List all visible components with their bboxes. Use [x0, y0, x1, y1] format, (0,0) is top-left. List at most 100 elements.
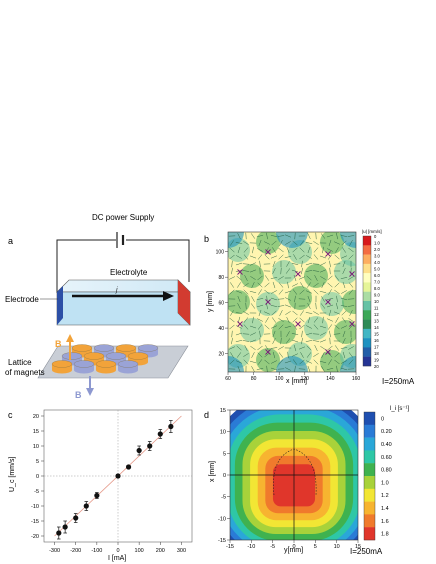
colorbar-swatch	[364, 476, 375, 489]
velocity-vector	[340, 277, 348, 279]
stagnation-point-marker	[265, 249, 271, 255]
velocity-vector	[243, 311, 249, 315]
panel-b-x-axis-label: x [mm]	[286, 378, 307, 385]
velocity-vector	[299, 240, 305, 246]
data-point	[62, 524, 68, 530]
velocity-vector	[306, 352, 312, 358]
velocity-vector	[284, 304, 292, 308]
velocity-vector	[342, 351, 346, 359]
velocity-vector	[340, 305, 348, 307]
colorbar-tick-label: 12	[374, 312, 379, 317]
colorbar-swatch	[363, 319, 371, 330]
velocity-vector	[306, 325, 312, 329]
velocity-vector	[277, 235, 285, 237]
velocity-vector	[278, 289, 284, 295]
velocity-vector	[259, 330, 261, 338]
magnet-top	[51, 360, 73, 368]
velocity-vector	[299, 324, 305, 330]
colorbar-tick-label: 0	[374, 234, 377, 239]
stagnation-point-marker	[265, 349, 271, 355]
velocity-vector	[250, 303, 256, 309]
velocity-vector	[280, 337, 282, 345]
colorbar-swatch	[363, 263, 371, 274]
velocity-vector	[270, 367, 278, 371]
x-tick-label: -15	[226, 544, 234, 550]
stagnation-point-marker	[325, 251, 331, 257]
velocity-vector	[237, 365, 241, 372]
velocity-vector	[235, 290, 243, 294]
x-tick-label: 5	[314, 544, 317, 550]
field-region	[256, 232, 280, 254]
velocity-vector	[236, 325, 242, 329]
electrolyte-tank	[56, 279, 191, 326]
colorbar-swatch	[364, 450, 375, 464]
velocity-vector	[243, 241, 249, 245]
colorbar-swatch	[363, 356, 371, 367]
velocity-vector	[320, 303, 326, 309]
velocity-vector	[285, 241, 291, 245]
velocity-vector	[278, 247, 284, 253]
velocity-vector	[278, 359, 284, 365]
colorbar-tick-label: 9.0	[374, 293, 380, 298]
y-tick-label: 15	[220, 408, 226, 414]
velocity-vector	[249, 290, 257, 294]
colorbar-tick-label: 20	[374, 364, 379, 369]
data-point	[168, 423, 174, 430]
velocity-vector	[229, 247, 235, 253]
velocity-vector	[228, 346, 236, 350]
velocity-vector	[342, 281, 346, 289]
velocity-vector	[284, 234, 292, 238]
y-tick-label: -10	[218, 516, 226, 522]
velocity-vector	[272, 268, 276, 274]
velocity-vector	[237, 303, 241, 309]
velocity-vector	[293, 254, 297, 260]
velocity-vector	[347, 235, 355, 237]
velocity-vector	[291, 263, 299, 265]
colorbar-tick-label: 6.0	[374, 273, 380, 278]
panel-d-colorbar-title: l_i [s⁻¹]	[390, 406, 410, 412]
velocity-vector	[327, 282, 333, 288]
velocity-vector	[349, 240, 353, 246]
velocity-vector	[348, 346, 354, 350]
x-tick-label: 200	[156, 548, 165, 554]
velocity-vector	[292, 317, 298, 323]
field-region	[256, 292, 280, 316]
velocity-vector	[328, 309, 332, 317]
velocity-vector	[258, 239, 262, 247]
velocity-vector	[242, 340, 250, 342]
colorbar-tick-label: 7.0	[374, 280, 380, 285]
field-region	[256, 348, 280, 372]
colorbar-tick-label: 1.4	[381, 506, 389, 512]
velocity-vector	[270, 305, 278, 307]
velocity-vector	[270, 297, 278, 301]
colorbar-tick-label: 17	[374, 345, 379, 350]
velocity-vector	[336, 232, 338, 240]
velocity-vector	[292, 247, 298, 253]
velocity-vector	[320, 346, 326, 350]
velocity-vector	[271, 317, 277, 323]
y-tick-label: 20	[33, 414, 39, 420]
velocity-vector	[286, 331, 290, 337]
velocity-vector	[231, 337, 233, 345]
velocity-vector	[252, 246, 254, 254]
velocity-vector	[307, 233, 311, 239]
velocity-vector	[291, 353, 299, 357]
velocity-vector	[312, 340, 320, 342]
panel-b-current-note: I=250mA	[382, 377, 415, 386]
velocity-vector	[272, 338, 276, 344]
velocity-vector	[313, 324, 319, 330]
colorbar-tick-label: 3.0	[374, 254, 380, 259]
velocity-vector	[250, 346, 256, 350]
field-region	[320, 350, 344, 372]
magnet-top	[117, 360, 139, 368]
velocity-vector	[334, 282, 340, 288]
velocity-vector	[307, 316, 311, 324]
colorbar-swatch	[364, 424, 375, 438]
velocity-vector	[258, 289, 262, 295]
colorbar-swatch	[364, 488, 375, 502]
velocity-vector	[307, 303, 311, 309]
velocity-vector	[336, 365, 338, 372]
velocity-vector	[348, 282, 354, 288]
magnet-top	[95, 360, 117, 368]
y-tick-label: 5	[36, 459, 39, 465]
